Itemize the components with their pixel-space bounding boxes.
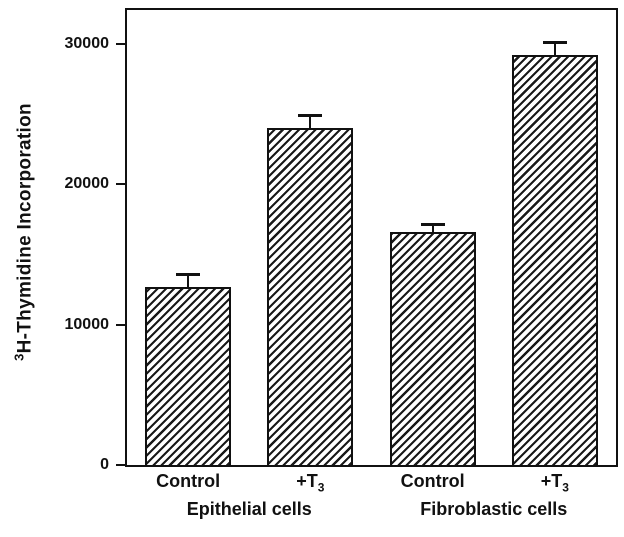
y-axis-ticks: 0 10000 20000 30000 — [0, 10, 125, 473]
bar — [390, 232, 476, 465]
error-bar-line — [309, 114, 311, 128]
error-bar-cap — [543, 41, 567, 44]
bar — [267, 128, 353, 465]
error-bar-cap — [421, 223, 445, 226]
x-axis-labels: Control +T3 Control +T3 — [127, 471, 616, 495]
y-tick-label: 10000 — [64, 315, 110, 333]
group-labels: Epithelial cells Fibroblastic cells — [127, 499, 616, 525]
bar — [145, 287, 231, 465]
group-label: Epithelial cells — [186, 499, 312, 519]
bars-layer — [127, 10, 616, 465]
x-tick-label: +T3 — [540, 471, 569, 495]
y-tick-mark — [116, 323, 125, 326]
bar — [512, 55, 598, 465]
error-bar-line — [554, 41, 556, 55]
y-tick-label: 30000 — [64, 34, 110, 52]
x-tick-label: +T3 — [296, 471, 325, 495]
error-bar-cap — [176, 273, 200, 276]
y-tick-label: 0 — [100, 456, 109, 473]
group-label: Fibroblastic cells — [420, 499, 568, 519]
x-tick-label: Control — [400, 471, 465, 491]
y-tick-mark — [116, 464, 125, 466]
y-tick-mark — [116, 183, 125, 186]
error-bar-line — [432, 223, 434, 232]
x-tick-label: Control — [156, 471, 221, 491]
y-tick-mark — [116, 42, 125, 45]
error-bar-line — [187, 273, 189, 287]
error-bar-cap — [298, 114, 322, 117]
y-tick-label: 20000 — [64, 175, 110, 193]
